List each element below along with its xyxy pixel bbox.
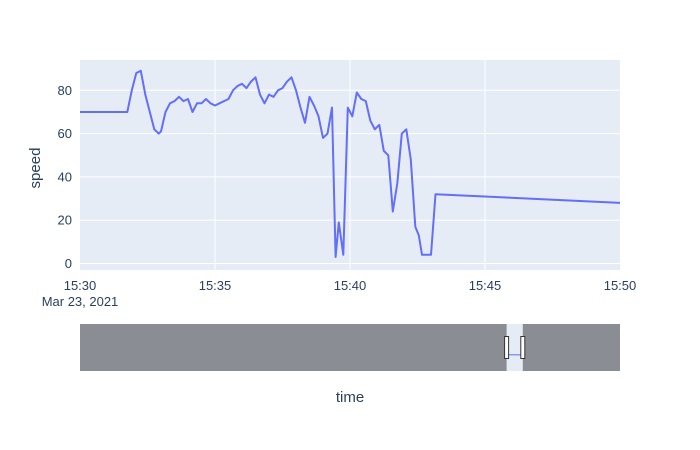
range-slider-handle-right[interactable] <box>520 336 526 359</box>
x-axis-title: time <box>336 389 364 406</box>
x-tick-label: 15:40 <box>334 278 367 293</box>
speed-line <box>80 69 621 258</box>
range-slider-handle-left[interactable] <box>504 336 510 359</box>
y-tick-label: 0 <box>65 256 72 271</box>
data-series <box>80 69 621 258</box>
y-tick-label: 80 <box>58 83 72 98</box>
x-tick-label: 15:30 <box>64 278 97 293</box>
y-tick-label: 60 <box>58 126 72 141</box>
y-tick-label: 20 <box>58 213 72 228</box>
x-tick-label: 15:45 <box>469 278 502 293</box>
x-tick-label: 15:50 <box>604 278 637 293</box>
x-axis-ticks: 15:30 15:35 15:40 15:45 15:50 <box>64 278 637 293</box>
y-axis-ticks: 0 20 40 60 80 <box>58 83 72 271</box>
y-tick-label: 40 <box>58 169 72 184</box>
range-slider[interactable] <box>80 324 621 371</box>
x-axis-date-label: Mar 23, 2021 <box>42 294 119 309</box>
grid-lines <box>80 60 620 270</box>
x-tick-label: 15:35 <box>199 278 232 293</box>
range-slider-mask-left <box>80 324 507 371</box>
range-slider-mask-right <box>522 324 620 371</box>
y-axis-title: speed <box>27 148 44 189</box>
